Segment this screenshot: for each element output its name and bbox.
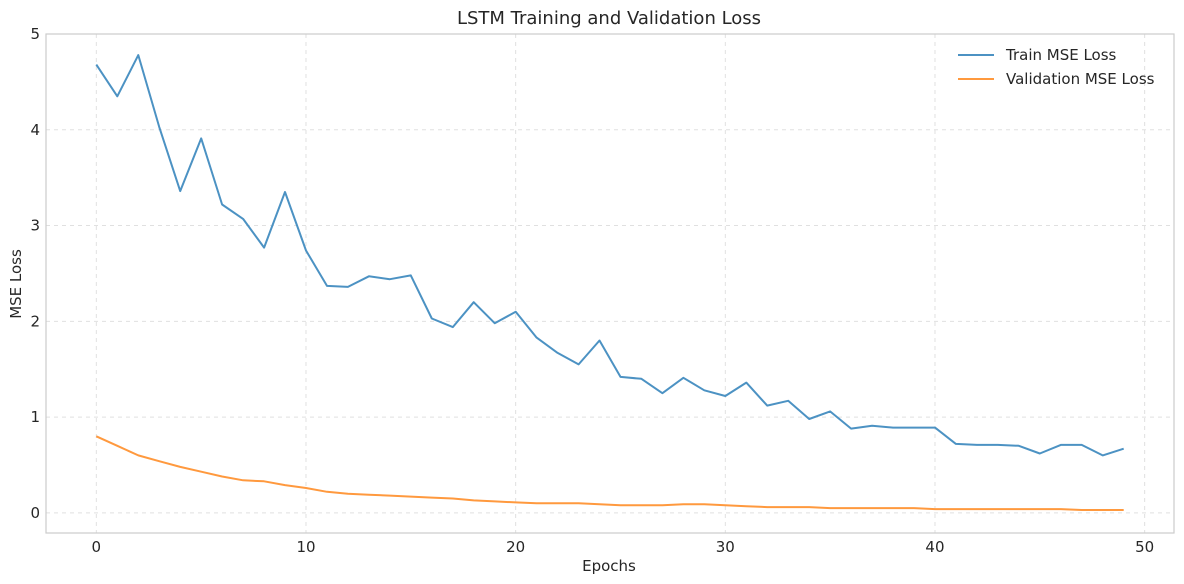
legend-label: Validation MSE Loss [1006,70,1155,88]
grid [46,33,1174,533]
x-axis-label: Epochs [582,557,636,575]
x-tick-label: 20 [506,538,525,556]
legend-label: Train MSE Loss [1005,46,1117,64]
y-tick-label: 1 [30,408,40,426]
x-ticks: 0 10 20 30 40 50 [92,538,1155,556]
chart-title: LSTM Training and Validation Loss [457,8,761,29]
series-line-validation [95,435,1124,511]
y-tick-label: 0 [30,504,40,522]
legend: Train MSE Loss Validation MSE Loss [958,46,1155,88]
series-layer [95,54,1125,511]
plot-frame [45,33,1175,534]
y-tick-label: 5 [30,25,40,43]
series-line-train [95,54,1125,457]
y-tick-label: 2 [30,312,40,330]
x-tick-label: 10 [296,538,315,556]
x-tick-label: 40 [925,538,944,556]
x-tick-label: 0 [92,538,102,556]
x-tick-label: 50 [1135,538,1154,556]
y-tick-label: 4 [30,121,40,139]
y-tick-label: 3 [30,217,40,235]
y-axis-label: MSE Loss [7,249,25,319]
y-ticks: 0 1 2 3 4 5 [30,25,40,522]
x-tick-label: 30 [716,538,735,556]
